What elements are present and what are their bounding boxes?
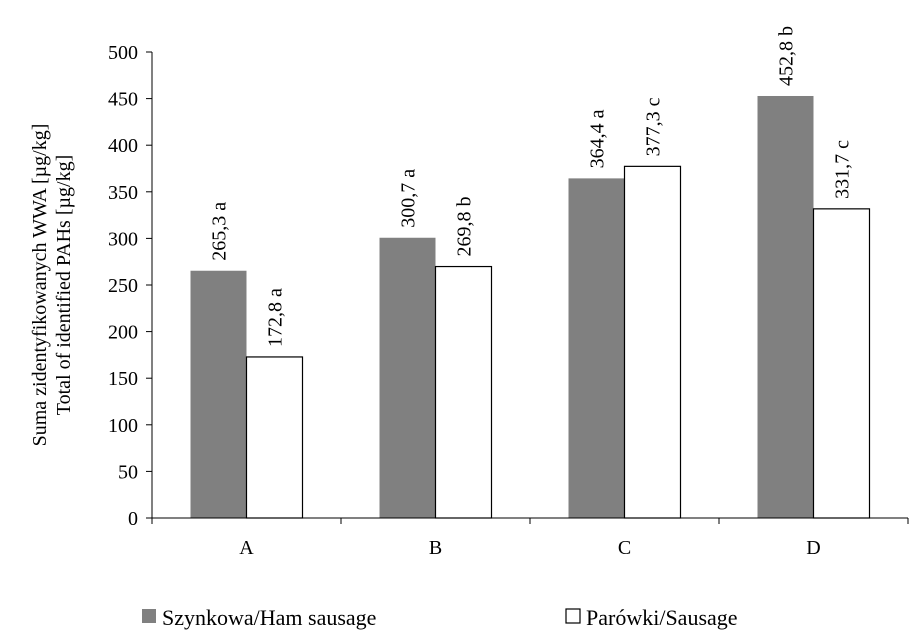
bar-ham-sausage-b (379, 237, 436, 518)
y-tick-label: 250 (108, 275, 138, 297)
bar-sausage-b (434, 265, 493, 519)
legend-label-ham-sausage: Szynkowa/Ham sausage (162, 605, 376, 630)
y-axis-ticks: 0 50 100 150 200 250 300 350 400 450 500 (108, 42, 152, 530)
y-tick-label: 150 (108, 368, 138, 390)
bar-sausage-a (245, 356, 304, 519)
x-tick-label: B (429, 537, 442, 559)
bars (190, 95, 871, 519)
data-label: 300,7 a (398, 169, 420, 228)
bar-ham-sausage-d (757, 95, 814, 518)
y-tick-label: 500 (108, 42, 138, 64)
y-axis-title: Suma zidentyfikowanych WWA [µg/kg] Total… (29, 124, 75, 447)
y-tick-label: 300 (108, 228, 138, 250)
data-label: 364,4 a (587, 109, 609, 168)
legend: Szynkowa/Ham sausage Parówki/Sausage (142, 605, 738, 630)
y-tick-label: 100 (108, 415, 138, 437)
x-tick-label: A (239, 537, 254, 559)
x-tick-label: D (806, 537, 820, 559)
data-label: 269,8 b (454, 197, 476, 257)
data-label: 331,7 c (832, 140, 854, 199)
legend-swatch-sausage (565, 608, 581, 624)
y-tick-label: 0 (128, 508, 138, 530)
y-tick-label: 200 (108, 322, 138, 344)
y-axis-title-line1: Suma zidentyfikowanych WWA [µg/kg] (29, 124, 51, 447)
y-tick-label: 50 (118, 461, 138, 483)
legend-swatch-ham-sausage (142, 609, 156, 623)
legend-label-sausage: Parówki/Sausage (586, 605, 738, 630)
y-tick-label: 400 (108, 135, 138, 157)
data-label: 172,8 a (265, 288, 287, 347)
y-tick-label: 450 (108, 89, 138, 111)
data-label: 265,3 a (209, 202, 231, 261)
data-label: 452,8 b (776, 26, 798, 86)
bar-ham-sausage-c (568, 178, 625, 518)
x-axis-ticks: A B C D (239, 537, 820, 559)
y-tick-label: 350 (108, 182, 138, 204)
data-label: 377,3 c (643, 97, 665, 156)
y-axis-title-line2: Total of identified PAHs [µg/kg] (53, 155, 75, 415)
bar-sausage-d (812, 208, 871, 519)
x-tick-label: C (618, 537, 631, 559)
bar-ham-sausage-a (190, 270, 247, 518)
bar-sausage-c (623, 165, 682, 519)
data-labels: 265,3 a 172,8 a 300,7 a 269,8 b 364,4 a 377,3… (209, 26, 854, 347)
axes (151, 52, 909, 524)
